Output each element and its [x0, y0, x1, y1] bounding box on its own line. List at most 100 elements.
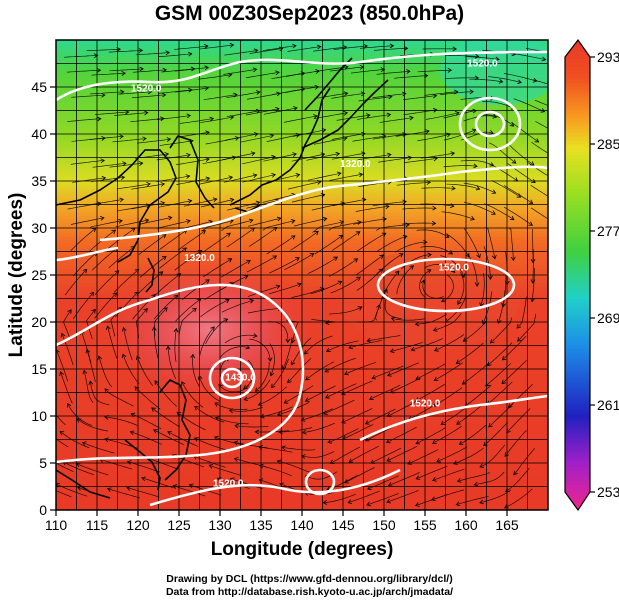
streamline — [281, 447, 316, 451]
streamline-arrow — [321, 128, 327, 133]
streamline — [262, 194, 296, 203]
streamline-arrow — [271, 154, 276, 160]
streamline-arrow — [337, 280, 343, 286]
streamline-arrow — [440, 420, 446, 425]
streamline — [391, 317, 425, 321]
streamline-arrow — [386, 438, 391, 444]
streamline — [352, 135, 386, 142]
streamline — [112, 138, 147, 143]
streamline-arrow — [253, 48, 259, 54]
streamline-arrow — [243, 396, 249, 402]
streamline-arrow — [304, 397, 310, 402]
streamline — [284, 253, 314, 271]
streamline — [262, 45, 297, 51]
streamline — [277, 460, 310, 473]
streamline-arrow — [252, 333, 258, 338]
streamline — [62, 461, 95, 476]
streamline — [259, 464, 292, 477]
streamline — [482, 114, 514, 127]
streamline — [108, 50, 143, 53]
streamline — [462, 362, 489, 385]
streamline — [331, 93, 365, 99]
contour-line — [474, 110, 506, 138]
streamline — [411, 338, 443, 351]
streamline-arrow — [353, 258, 359, 263]
streamline — [89, 381, 110, 406]
streamline — [491, 180, 521, 198]
streamline — [167, 346, 177, 379]
streamline-arrow — [255, 200, 261, 206]
streamline — [422, 280, 444, 299]
streamline — [390, 342, 423, 352]
streamline — [372, 93, 406, 99]
streamline — [441, 211, 475, 220]
streamline-arrow — [101, 175, 107, 181]
contour-label: 1520.0 — [438, 262, 469, 273]
streamline-arrow — [385, 204, 390, 210]
streamline-arrow — [432, 107, 438, 113]
streamline — [183, 198, 217, 207]
streamline-arrow — [229, 42, 235, 48]
streamline-arrow — [165, 345, 171, 350]
streamline-arrow — [455, 501, 461, 506]
streamline-arrow — [141, 476, 146, 482]
streamline-arrow — [498, 78, 504, 84]
y-tick-label: 20 — [31, 314, 47, 330]
streamline — [56, 349, 69, 382]
streamline-arrow — [104, 388, 110, 393]
streamline-arrow — [432, 327, 438, 332]
streamline — [153, 295, 178, 320]
streamline — [463, 318, 488, 342]
lat-lon-grid — [56, 40, 548, 510]
streamline-arrow — [122, 161, 127, 167]
streamline — [480, 273, 485, 307]
streamline — [432, 425, 462, 444]
streamline — [403, 95, 437, 101]
streamline-arrow — [469, 89, 474, 95]
x-tick-label: 165 — [495, 517, 519, 533]
streamline-arrow — [292, 43, 297, 49]
streamline — [134, 386, 161, 410]
x-tick-label: 150 — [372, 517, 396, 533]
streamline-arrow — [278, 46, 284, 52]
streamline — [463, 201, 496, 215]
streamline — [344, 361, 377, 375]
streamline — [323, 493, 356, 504]
streamline-arrow — [431, 496, 436, 502]
streamline — [176, 177, 210, 185]
streamline-arrow — [540, 108, 546, 113]
streamline — [488, 76, 522, 83]
streamline — [358, 96, 392, 102]
streamline-arrow — [415, 440, 421, 445]
streamline-arrow — [218, 384, 223, 389]
streamline — [330, 66, 364, 72]
streamline-arrow — [475, 185, 481, 191]
streamline-arrow — [339, 220, 345, 225]
streamline-arrow — [368, 395, 374, 401]
streamline-arrow — [333, 256, 338, 261]
streamline-arrow — [336, 171, 342, 177]
streamline-arrow — [188, 51, 193, 57]
streamline — [356, 268, 383, 291]
streamline-arrow — [452, 46, 457, 52]
streamline-arrow — [510, 256, 516, 262]
streamline — [221, 152, 255, 161]
streamline-arrow — [394, 270, 400, 276]
streamline — [174, 67, 209, 72]
streamline — [70, 227, 97, 251]
streamline-arrow — [324, 320, 330, 325]
y-axis-ticks: 0 5 10 15 20 25 30 35 40 45 — [31, 79, 56, 518]
streamline — [331, 152, 366, 160]
colorbar-tick-label: 285 — [597, 136, 619, 152]
streamline — [90, 91, 124, 95]
streamline-arrow — [97, 116, 102, 122]
colorbar-tick-label: 277 — [597, 223, 619, 239]
streamline-arrow — [504, 452, 509, 457]
streamline-arrow — [205, 157, 210, 162]
streamline-arrow — [176, 411, 182, 417]
streamline — [342, 424, 374, 440]
streamline — [224, 133, 258, 141]
streamline-arrow — [495, 56, 500, 62]
streamline-arrow — [293, 106, 298, 111]
streamline — [331, 231, 360, 251]
